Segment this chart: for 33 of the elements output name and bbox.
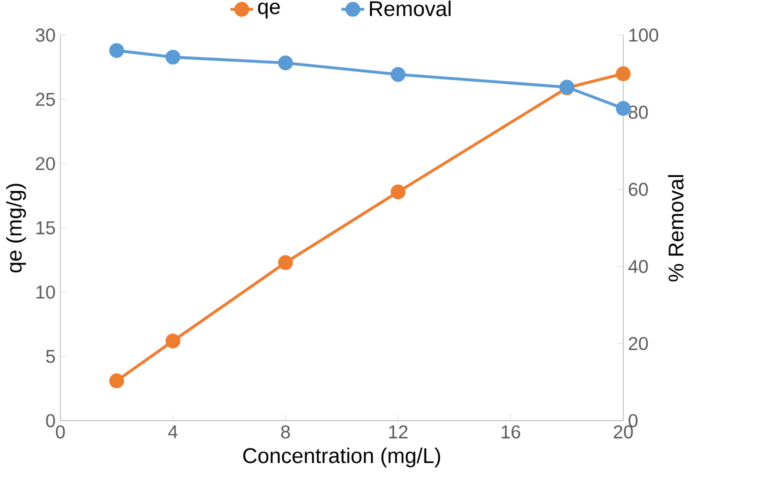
- x-tick-label: 12: [389, 425, 408, 438]
- y-tick-label: 20: [36, 156, 55, 170]
- point: [109, 373, 124, 388]
- y-tick-label: 25: [36, 92, 55, 106]
- point: [278, 255, 293, 270]
- y2-tick-label: 100: [629, 28, 658, 42]
- x-tick-label: 20: [614, 425, 633, 438]
- y-tick-label: 5: [46, 350, 55, 363]
- point: [616, 66, 631, 81]
- y2-tick-label: 40: [628, 260, 648, 273]
- x-tick-label: 0: [56, 425, 65, 438]
- y2-tick-label: 80: [628, 106, 648, 119]
- x-tick-label: 16: [502, 425, 520, 438]
- y2-axis-title: % Removal: [668, 175, 684, 282]
- point: [278, 55, 293, 70]
- point: [390, 184, 406, 200]
- y2-tick-label: 60: [628, 182, 648, 196]
- legend-label: Removal: [370, 0, 451, 16]
- y2-tick-label: 20: [628, 336, 648, 350]
- y-tick-label: 30: [36, 28, 55, 42]
- x-axis-title: Concentration (mg/L): [243, 447, 440, 468]
- point: [166, 333, 180, 348]
- point: [390, 66, 406, 82]
- legend-label: qe: [258, 2, 280, 18]
- x-tick-label: 8: [281, 425, 290, 438]
- x-tick-label: 4: [168, 425, 178, 438]
- y-tick-label: 10: [36, 285, 55, 299]
- y-tick-label: 0: [46, 414, 55, 428]
- y-axis-title: qe (mg/g): [6, 184, 26, 272]
- y-tick-label: 15: [36, 221, 55, 234]
- y2-tick-label: 0: [628, 414, 638, 428]
- point: [166, 50, 180, 64]
- point: [109, 43, 124, 58]
